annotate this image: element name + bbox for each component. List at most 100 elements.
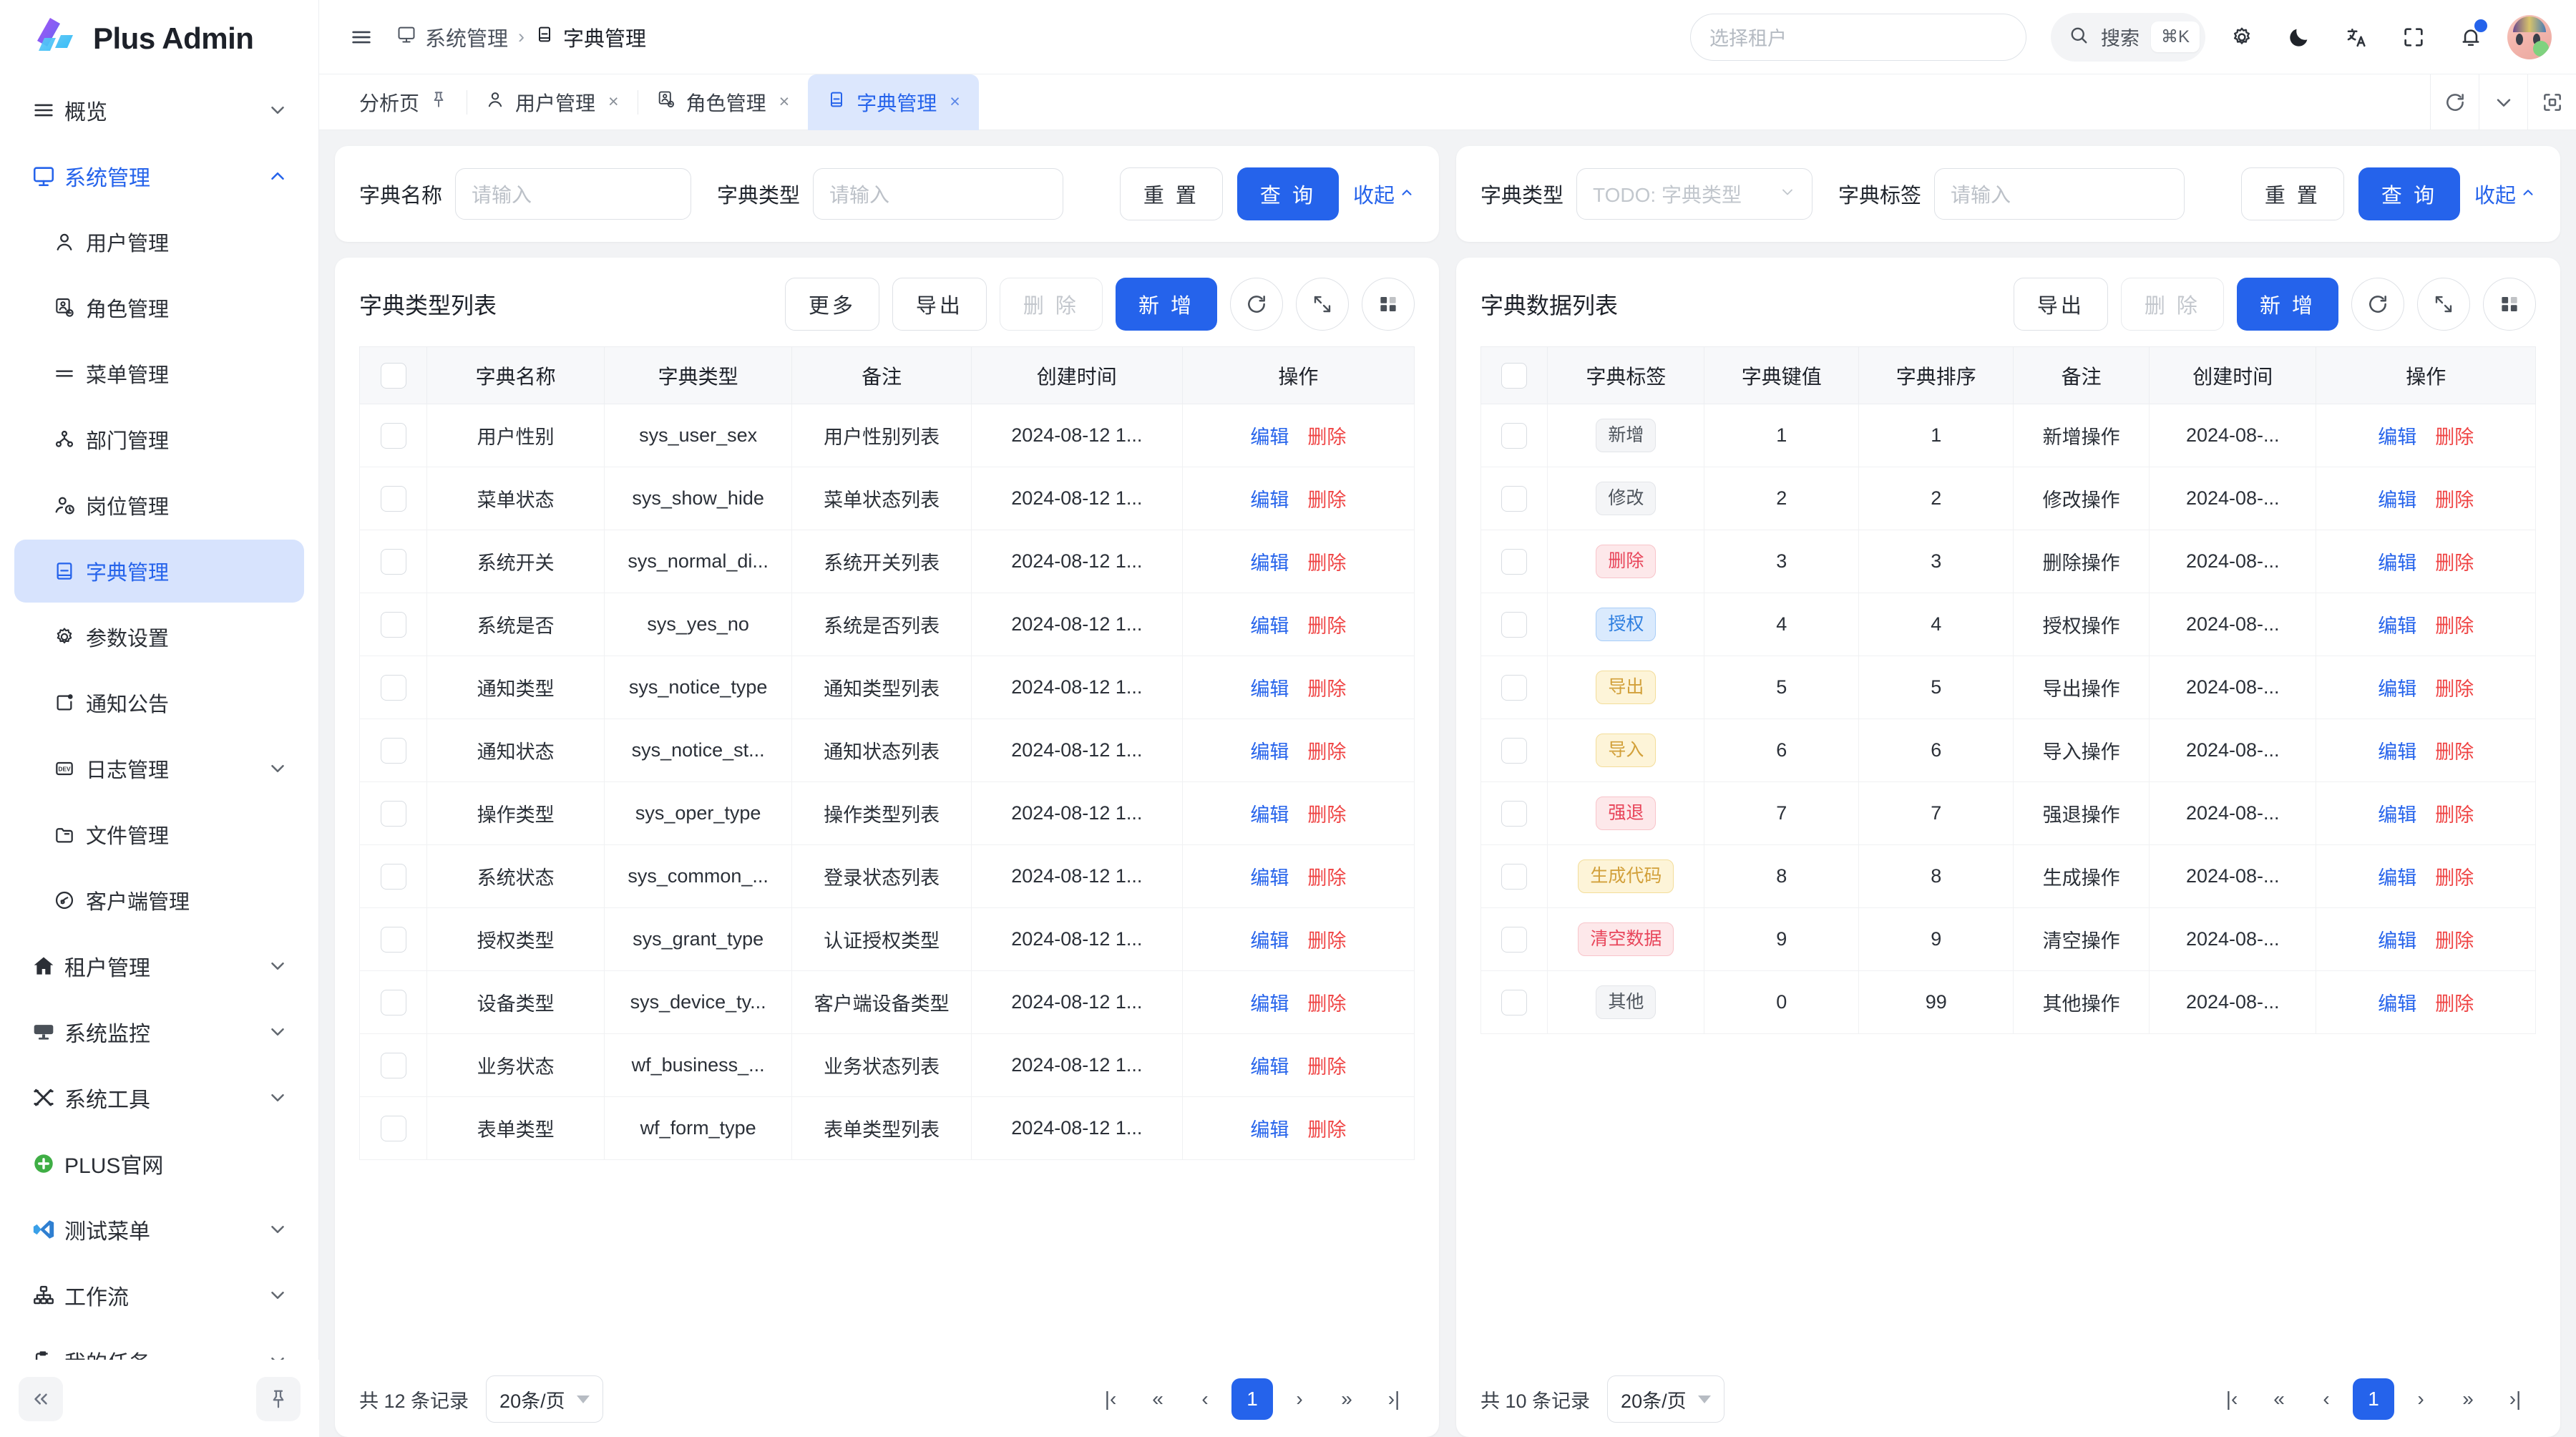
table-row[interactable]: 导出 5 5 导出操作 2024-08-... 编辑 删除 — [1480, 656, 2536, 719]
table-row[interactable]: 授权类型 sys_grant_type 认证授权类型 2024-08-12 1... 编… — [358, 907, 1415, 971]
row-checkbox[interactable] — [380, 485, 406, 512]
sidebar-item-overview[interactable]: 概览 — [14, 79, 304, 142]
sidebar-item-client-management[interactable]: 客户端管理 — [14, 869, 304, 932]
col-created-time[interactable]: 创建时间 — [970, 346, 1183, 404]
fullscreen-icon[interactable] — [2417, 278, 2470, 331]
tab-analysis[interactable]: 分析页 — [341, 74, 467, 130]
edit-link[interactable]: 编辑 — [1250, 552, 1289, 574]
close-icon[interactable]: × — [950, 92, 960, 112]
chevron-down-icon[interactable] — [267, 758, 288, 779]
edit-link[interactable]: 编辑 — [2378, 678, 2417, 700]
sidebar-item-system-management[interactable]: 系统管理 — [14, 145, 304, 208]
hamburger-icon[interactable] — [342, 18, 381, 57]
row-checkbox[interactable] — [1501, 863, 1528, 890]
moon-icon[interactable] — [2278, 16, 2320, 58]
reset-button[interactable]: 重 置 — [2240, 167, 2344, 220]
row-checkbox[interactable] — [380, 1052, 406, 1078]
col-dict-key[interactable]: 字典键值 — [1704, 346, 1860, 404]
brand[interactable]: Plus Admin — [0, 0, 318, 74]
add-button[interactable]: 新 增 — [1115, 278, 1217, 331]
row-checkbox[interactable] — [380, 989, 406, 1015]
tab-role-management[interactable]: 角色管理 × — [637, 74, 809, 130]
tab-user-management[interactable]: 用户管理 × — [467, 74, 638, 130]
row-checkbox[interactable] — [1501, 611, 1528, 638]
edit-link[interactable]: 编辑 — [1250, 993, 1289, 1015]
tab-dict-management[interactable]: 字典管理 × — [808, 74, 979, 130]
table-row[interactable]: 通知类型 sys_notice_type 通知类型列表 2024-08-12 1...… — [358, 656, 1415, 719]
delete-link[interactable]: 删除 — [2435, 930, 2474, 952]
delete-link[interactable]: 删除 — [2435, 804, 2474, 826]
row-checkbox[interactable] — [1501, 422, 1528, 449]
edit-link[interactable]: 编辑 — [1250, 930, 1289, 952]
row-checkbox[interactable] — [380, 422, 406, 449]
edit-link[interactable]: 编辑 — [1250, 1119, 1289, 1141]
row-checkbox[interactable] — [380, 674, 406, 701]
reset-button[interactable]: 重 置 — [1119, 167, 1223, 220]
delete-link[interactable]: 删除 — [2435, 867, 2474, 889]
sidebar-item-notice[interactable]: 通知公告 — [14, 671, 304, 734]
chevron-up-icon[interactable] — [267, 165, 288, 187]
row-checkbox[interactable] — [380, 548, 406, 575]
delete-link[interactable]: 删除 — [2435, 993, 2474, 1015]
sidebar-item-log-management[interactable]: DEV 日志管理 — [14, 737, 304, 800]
double-chevron-left-icon[interactable] — [19, 1376, 63, 1421]
col-remark[interactable]: 备注 — [2013, 346, 2150, 404]
pin-icon[interactable] — [429, 90, 448, 114]
sidebar-item-system-tools[interactable]: 系统工具 — [14, 1066, 304, 1129]
delete-link[interactable]: 删除 — [2435, 615, 2474, 637]
edit-link[interactable]: 编辑 — [2378, 741, 2417, 763]
pin-icon[interactable] — [256, 1376, 301, 1421]
table-row[interactable]: 操作类型 sys_oper_type 操作类型列表 2024-08-12 1... 编辑… — [358, 781, 1415, 845]
col-dict-type[interactable]: 字典类型 — [603, 346, 793, 404]
dict-name-input[interactable]: 请输入 — [455, 168, 692, 220]
chevron-down-icon[interactable] — [267, 1021, 288, 1043]
edit-link[interactable]: 编辑 — [1250, 615, 1289, 637]
tenant-select[interactable]: 选择租户 — [1689, 13, 2026, 61]
page-jump-prev-button[interactable]: « — [1152, 1388, 1163, 1410]
edit-link[interactable]: 编辑 — [1250, 1056, 1289, 1078]
edit-link[interactable]: 编辑 — [1250, 489, 1289, 511]
query-button[interactable]: 查 询 — [1236, 167, 1339, 220]
chevron-down-icon[interactable] — [2479, 74, 2527, 130]
query-button[interactable]: 查 询 — [2358, 167, 2460, 220]
collapse-toggle[interactable]: 收起 — [1353, 179, 1415, 209]
sidebar-item-system-monitor[interactable]: 系统监控 — [14, 1000, 304, 1063]
row-checkbox[interactable] — [1501, 737, 1528, 764]
table-row[interactable]: 业务状态 wf_business_... 业务状态列表 2024-08-12 1...… — [358, 1033, 1415, 1097]
delete-link[interactable]: 删除 — [1307, 741, 1347, 763]
delete-link[interactable]: 删除 — [1307, 993, 1347, 1015]
select-all-checkbox[interactable] — [1501, 362, 1528, 389]
refresh-icon[interactable] — [2430, 74, 2479, 130]
col-dict-sort[interactable]: 字典排序 — [1858, 346, 2014, 404]
table-row[interactable]: 修改 2 2 修改操作 2024-08-... 编辑 删除 — [1480, 467, 2536, 530]
close-icon[interactable]: × — [779, 92, 790, 112]
delete-link[interactable]: 删除 — [1307, 552, 1347, 574]
table-row[interactable]: 授权 4 4 授权操作 2024-08-... 编辑 删除 — [1480, 593, 2536, 656]
delete-link[interactable]: 删除 — [1307, 867, 1347, 889]
table-row[interactable]: 表单类型 wf_form_type 表单类型列表 2024-08-12 1... 编辑删… — [358, 1096, 1415, 1160]
edit-link[interactable]: 编辑 — [2378, 427, 2417, 448]
edit-link[interactable]: 编辑 — [2378, 615, 2417, 637]
sidebar-item-department-management[interactable]: 部门管理 — [14, 408, 304, 471]
dict-label-input[interactable]: 请输入 — [1934, 168, 2185, 220]
row-checkbox[interactable] — [1501, 485, 1528, 512]
row-checkbox[interactable] — [380, 737, 406, 764]
edit-link[interactable]: 编辑 — [2378, 489, 2417, 511]
chevron-down-icon[interactable] — [267, 1219, 288, 1240]
table-row[interactable]: 生成代码 8 8 生成操作 2024-08-... 编辑 删除 — [1480, 844, 2536, 908]
edit-link[interactable]: 编辑 — [2378, 993, 2417, 1015]
sidebar-item-file-management[interactable]: 文件管理 — [14, 803, 304, 866]
col-remark[interactable]: 备注 — [791, 346, 972, 404]
table-row[interactable]: 删除 3 3 删除操作 2024-08-... 编辑 删除 — [1480, 530, 2536, 593]
chevron-down-icon[interactable] — [267, 1087, 288, 1109]
export-button[interactable]: 导出 — [2013, 278, 2108, 331]
page-prev-button[interactable]: ‹ — [2323, 1388, 2330, 1410]
delete-link[interactable]: 删除 — [1307, 427, 1347, 448]
sidebar-item-post-management[interactable]: 岗位管理 — [14, 474, 304, 537]
columns-icon[interactable] — [1362, 278, 1415, 331]
table-row[interactable]: 菜单状态 sys_show_hide 菜单状态列表 2024-08-12 1... 编辑… — [358, 467, 1415, 530]
close-icon[interactable]: × — [608, 92, 619, 112]
chevron-down-icon[interactable] — [267, 1285, 288, 1306]
sidebar-item-tenant-management[interactable]: 租户管理 — [14, 935, 304, 998]
page-current-button[interactable]: 1 — [2353, 1378, 2394, 1420]
